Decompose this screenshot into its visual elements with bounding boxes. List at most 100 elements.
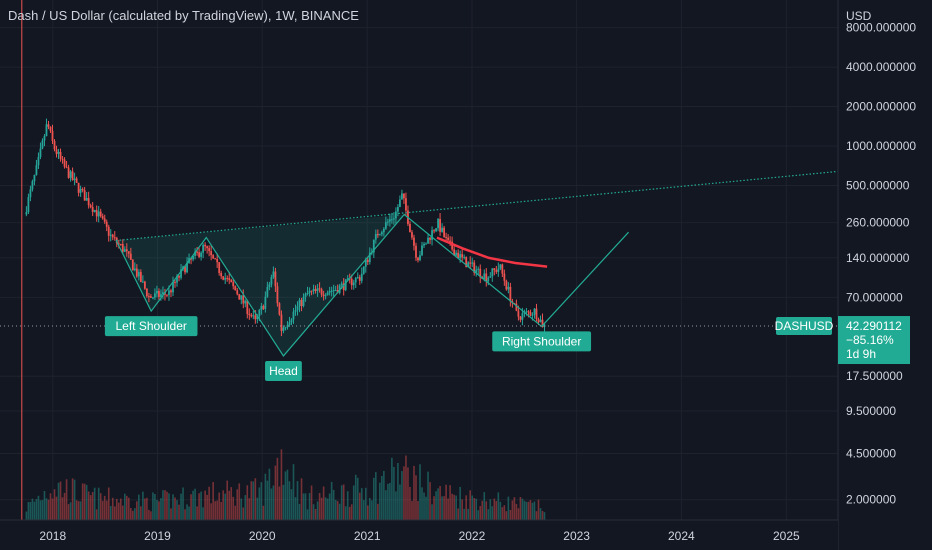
candle-body — [156, 291, 158, 294]
volume-bar — [308, 493, 311, 520]
volume-bar — [176, 500, 178, 520]
volume-bar — [507, 496, 510, 520]
volume-bar — [260, 482, 263, 520]
volume-bar — [47, 499, 50, 520]
volume-bar — [270, 488, 273, 520]
candle-body — [415, 245, 417, 258]
volume-bar — [318, 493, 321, 520]
time-tick-label: 2023 — [563, 529, 590, 543]
candle-body — [139, 272, 142, 282]
candle-body — [45, 124, 48, 137]
candle-body — [453, 249, 456, 256]
volume-bar — [274, 465, 277, 520]
candle-body — [314, 289, 317, 292]
volume-bar — [463, 508, 465, 520]
volume-bar — [238, 483, 241, 520]
volume-bar — [387, 483, 389, 520]
candle-body — [141, 281, 144, 283]
time-axis[interactable]: 2018 2019 2020 2021 2022 2023 2024 2025 — [0, 519, 838, 550]
time-axis-background — [0, 520, 838, 550]
candle-body — [411, 232, 413, 238]
candle-body — [338, 285, 341, 293]
candle-body — [443, 227, 446, 237]
candle-body — [364, 259, 367, 267]
volume-bar — [501, 507, 504, 520]
candle-body — [529, 312, 532, 316]
volume-bar — [246, 485, 249, 520]
volume-bar — [41, 500, 44, 520]
candle-body — [31, 181, 34, 190]
volume-bar — [525, 501, 528, 520]
volume-bar — [399, 484, 401, 520]
candle-body — [505, 280, 508, 290]
volume-bar — [417, 501, 419, 520]
candle-body — [527, 311, 530, 313]
volume-bar — [312, 504, 315, 520]
volume-bar — [352, 485, 355, 520]
candle-body — [262, 306, 265, 309]
candle-body — [485, 273, 488, 282]
candle-body — [236, 290, 239, 295]
candle-body — [346, 278, 349, 280]
price-tick-label: 4000.000000 — [846, 60, 916, 74]
volume-bar — [310, 485, 313, 520]
candle-body — [258, 309, 261, 317]
candle-body — [270, 277, 273, 285]
candle-body — [312, 289, 315, 292]
price-tick-label: 500.000000 — [846, 178, 910, 192]
candle-body — [224, 278, 227, 280]
candle-body — [266, 287, 269, 297]
candle-body — [326, 292, 329, 296]
candle-body — [447, 237, 450, 241]
volume-bar — [113, 506, 116, 520]
candle-body — [232, 282, 235, 287]
volume-bar — [439, 485, 441, 520]
volume-bar — [403, 466, 405, 520]
candle-body — [471, 262, 474, 264]
pattern-label-box — [492, 331, 592, 352]
volume-bar — [142, 491, 144, 520]
volume-bar — [162, 490, 164, 520]
volume-bar — [198, 493, 200, 520]
volume-bar — [483, 492, 486, 520]
candle-body — [248, 313, 251, 316]
volume-bars — [25, 449, 546, 520]
volume-bar — [248, 498, 251, 520]
volume-bar — [39, 500, 42, 520]
candle-body — [280, 314, 283, 331]
candle-body — [541, 319, 544, 328]
volume-bar — [541, 510, 544, 520]
candle-body — [322, 294, 325, 296]
time-tick-label: 2021 — [354, 529, 381, 543]
candle-body — [272, 271, 275, 278]
volume-bar — [250, 481, 253, 520]
volume-bar — [174, 497, 176, 520]
volume-bar — [234, 505, 237, 520]
candle-body — [57, 151, 60, 154]
volume-bar — [286, 469, 289, 520]
candle-body — [246, 300, 249, 314]
symbol-tag-text: DASHUSD — [775, 319, 834, 333]
volume-bar — [344, 506, 347, 520]
candle-body — [390, 219, 393, 221]
candle-body — [176, 275, 178, 283]
pattern-label-text: Left Shoulder — [115, 319, 186, 333]
volume-bar — [364, 487, 367, 520]
volume-bar — [188, 506, 190, 520]
volume-bar — [350, 504, 353, 520]
candle-body — [497, 268, 500, 272]
candle-body — [154, 293, 156, 298]
candle-body — [441, 227, 443, 232]
candle-body — [202, 244, 205, 253]
candle-body — [483, 273, 486, 279]
candle-body — [129, 253, 132, 260]
candle-body — [521, 313, 524, 320]
volume-bar — [489, 499, 492, 520]
candle-body — [368, 252, 371, 263]
volume-bar — [206, 494, 208, 520]
volume-bar — [471, 495, 474, 520]
candle-body — [192, 255, 194, 260]
candle-body — [212, 255, 215, 259]
